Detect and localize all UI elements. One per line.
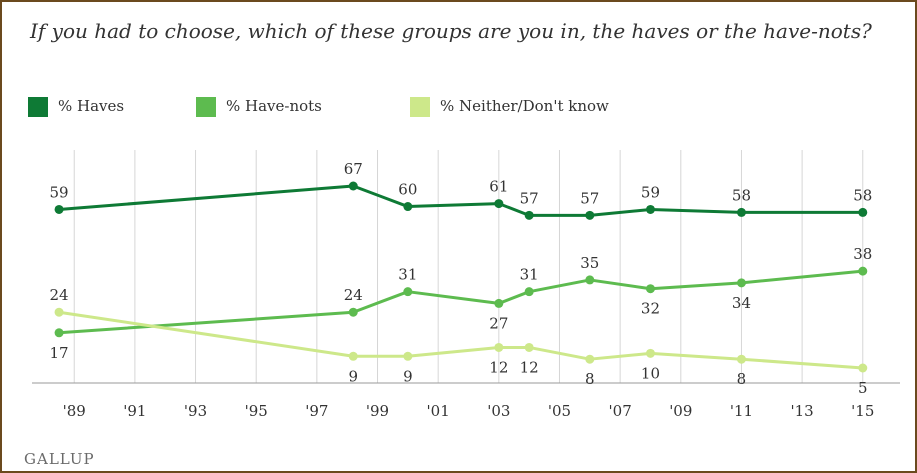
data-point bbox=[524, 210, 534, 220]
x-tick-label: '03 bbox=[487, 402, 510, 420]
x-tick-label: '13 bbox=[791, 402, 814, 420]
data-label: 24 bbox=[344, 286, 363, 304]
data-label: 38 bbox=[853, 245, 872, 263]
data-point bbox=[403, 287, 413, 297]
data-point bbox=[403, 351, 413, 361]
legend-swatch-haves bbox=[28, 97, 48, 117]
data-point bbox=[494, 342, 504, 352]
legend-label-have-nots: % Have-nots bbox=[226, 97, 322, 115]
data-point bbox=[585, 354, 595, 364]
data-point bbox=[54, 307, 64, 317]
data-point bbox=[736, 278, 746, 288]
data-label: 5 bbox=[858, 379, 868, 397]
data-label: 59 bbox=[641, 183, 660, 201]
data-point bbox=[54, 204, 64, 214]
chart-title: If you had to choose, which of these gro… bbox=[30, 19, 872, 43]
data-point bbox=[585, 275, 595, 285]
data-label: 31 bbox=[520, 266, 539, 284]
legend-swatch-neither bbox=[410, 97, 430, 117]
data-point bbox=[348, 307, 358, 317]
data-point bbox=[858, 207, 868, 217]
legend-swatch-have-nots bbox=[196, 97, 216, 117]
x-tick-label: '07 bbox=[609, 402, 632, 420]
data-label: 17 bbox=[50, 344, 69, 362]
data-label: 9 bbox=[403, 367, 413, 385]
data-label: 32 bbox=[641, 300, 660, 318]
data-label: 60 bbox=[398, 181, 417, 199]
data-label: 58 bbox=[853, 186, 872, 204]
data-point bbox=[858, 363, 868, 373]
data-label: 8 bbox=[585, 370, 595, 388]
x-tick-label: '05 bbox=[548, 402, 571, 420]
x-tick-label: '97 bbox=[305, 402, 328, 420]
data-label: 67 bbox=[344, 160, 363, 178]
data-point bbox=[494, 199, 504, 209]
x-tick-label: '09 bbox=[669, 402, 692, 420]
legend-label-neither: % Neither/Don't know bbox=[440, 97, 609, 115]
data-label: 34 bbox=[732, 294, 751, 312]
data-point bbox=[736, 207, 746, 217]
data-label: 12 bbox=[489, 358, 508, 376]
data-label: 58 bbox=[732, 186, 751, 204]
x-tick-label: '15 bbox=[851, 402, 874, 420]
data-point bbox=[736, 354, 746, 364]
data-label: 27 bbox=[489, 314, 508, 332]
legend-label-haves: % Haves bbox=[58, 97, 125, 115]
data-point bbox=[585, 210, 595, 220]
data-point bbox=[524, 287, 534, 297]
data-label: 57 bbox=[520, 189, 539, 207]
data-point bbox=[645, 284, 655, 294]
x-tick-label: '91 bbox=[123, 402, 146, 420]
data-point bbox=[403, 202, 413, 212]
data-label: 9 bbox=[348, 367, 358, 385]
x-tick-label: '11 bbox=[730, 402, 753, 420]
x-tick-label: '93 bbox=[184, 402, 207, 420]
data-point bbox=[645, 348, 655, 358]
x-tick-label: '95 bbox=[245, 402, 268, 420]
data-label: 12 bbox=[520, 358, 539, 376]
data-point bbox=[858, 266, 868, 276]
data-label: 61 bbox=[489, 178, 508, 196]
x-tick-label: '01 bbox=[427, 402, 450, 420]
data-label: 8 bbox=[737, 370, 747, 388]
data-label: 35 bbox=[580, 254, 599, 272]
x-tick-label: '89 bbox=[63, 402, 86, 420]
data-point bbox=[524, 342, 534, 352]
data-label: 10 bbox=[641, 364, 660, 382]
data-point bbox=[54, 328, 64, 338]
data-point bbox=[348, 351, 358, 361]
data-point bbox=[494, 298, 504, 308]
data-point bbox=[348, 181, 358, 191]
data-label: 59 bbox=[50, 183, 69, 201]
data-label: 57 bbox=[580, 189, 599, 207]
gallup-logo: GALLUP bbox=[24, 450, 95, 468]
data-label: 24 bbox=[50, 286, 69, 304]
data-label: 31 bbox=[398, 266, 417, 284]
x-tick-label: '99 bbox=[366, 402, 389, 420]
data-point bbox=[645, 204, 655, 214]
